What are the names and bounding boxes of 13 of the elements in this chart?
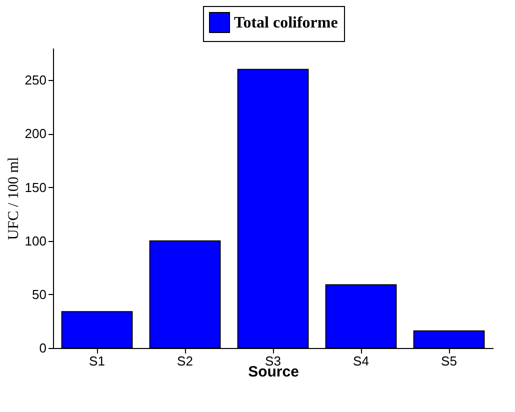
y-tick-label: 250 [24, 72, 46, 88]
legend-label: Total coliforme [234, 14, 338, 32]
x-tick-label: S3 [265, 354, 281, 368]
y-tick-label: 200 [24, 126, 46, 142]
x-tick-label: S5 [441, 354, 457, 368]
x-tick-label: S1 [89, 354, 105, 368]
y-tick-label: 150 [24, 180, 46, 195]
y-tick-label: 0 [39, 340, 46, 356]
x-tick-label: S2 [177, 354, 193, 368]
y-axis-title: UFC / 100 ml [6, 157, 22, 240]
x-tick-label: S4 [353, 354, 369, 368]
y-tick-label: 100 [24, 233, 46, 248]
y-tick-label: 50 [32, 286, 46, 302]
